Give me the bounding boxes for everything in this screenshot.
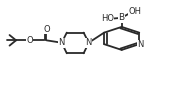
Text: HO: HO bbox=[101, 14, 114, 23]
Text: N: N bbox=[86, 38, 92, 47]
Text: N: N bbox=[58, 38, 65, 47]
Text: OH: OH bbox=[128, 7, 141, 16]
Text: N: N bbox=[137, 40, 144, 49]
Text: B: B bbox=[119, 13, 125, 22]
Text: O: O bbox=[26, 36, 33, 45]
Text: O: O bbox=[43, 25, 50, 34]
